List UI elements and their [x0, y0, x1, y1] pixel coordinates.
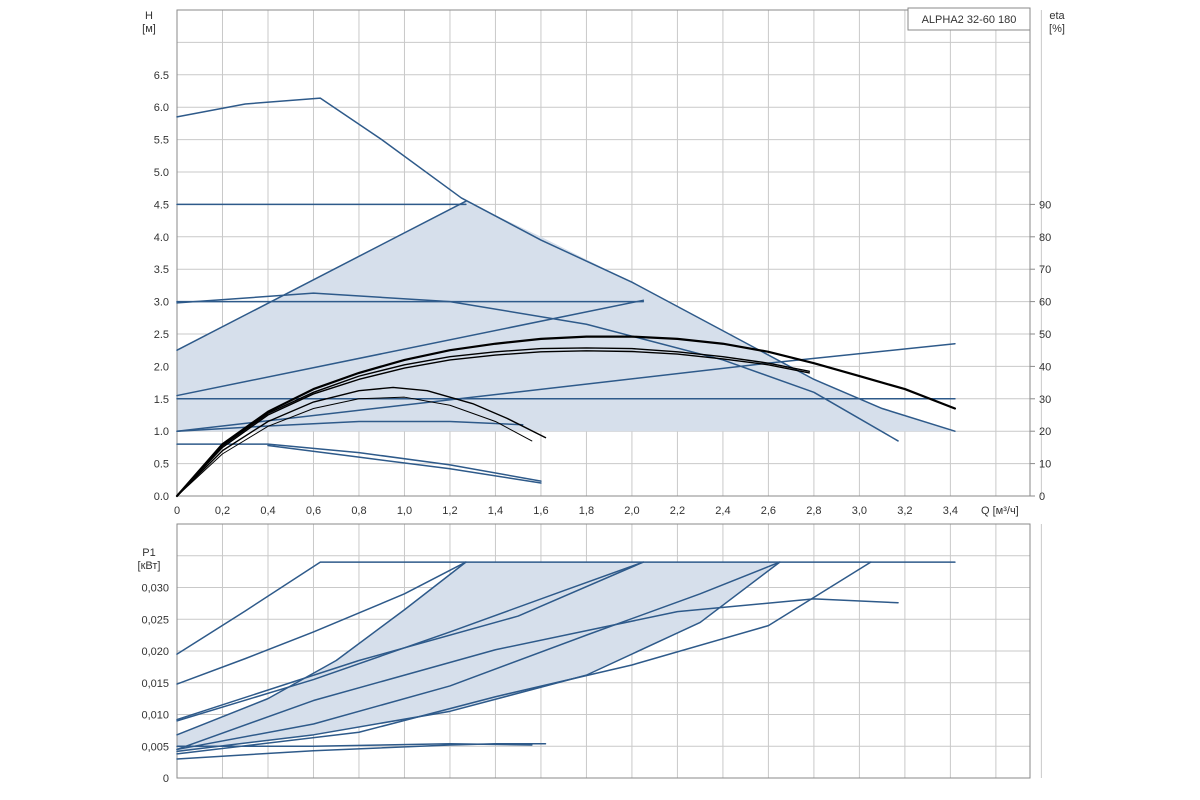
y2-tick-label: 60 — [1039, 297, 1051, 309]
efficiency-axis-unit: [%] — [1049, 23, 1065, 35]
model-label: ALPHA2 32-60 180 — [922, 14, 1017, 26]
y-tick-label: 0,020 — [141, 646, 169, 658]
y-tick-label: 5.5 — [154, 135, 169, 147]
model-label-box — [907, 7, 1031, 31]
x-tick-label: 0,4 — [260, 505, 275, 517]
power-curve — [176, 598, 899, 751]
power-curve — [176, 561, 645, 721]
y-tick-label: 6.5 — [154, 70, 169, 82]
head-curve — [267, 444, 542, 484]
flow-axis-label: Q [м³/ч] — [981, 505, 1019, 517]
y2-tick-label: 90 — [1039, 199, 1051, 211]
efficiency-curve — [176, 386, 547, 497]
y-tick-label: 3.0 — [154, 297, 169, 309]
head-axis-unit: [м] — [142, 23, 156, 35]
x-tick-label: 2,4 — [715, 505, 730, 517]
efficiency-curve — [175, 335, 957, 498]
operating-region — [177, 562, 780, 752]
x-tick-label: 2,0 — [624, 505, 639, 517]
x-tick-label: 2,8 — [806, 505, 821, 517]
power-curve — [176, 561, 467, 685]
power-curve — [176, 561, 781, 753]
power-curve — [176, 561, 956, 655]
x-tick-label: 0 — [174, 505, 180, 517]
efficiency-curve — [176, 347, 811, 497]
y-tick-label: 0,015 — [141, 678, 169, 690]
y-tick-label: 1.0 — [154, 426, 169, 438]
y-tick-label: 4.5 — [154, 199, 169, 211]
efficiency-curve — [176, 350, 811, 497]
power-curve — [176, 742, 533, 747]
y-tick-label: 0 — [163, 773, 169, 785]
y2-tick-label: 0 — [1039, 491, 1045, 503]
y-tick-label: 0,030 — [141, 583, 169, 595]
plot-frame — [176, 523, 1031, 779]
x-tick-label: 1,8 — [579, 505, 594, 517]
power-curve — [176, 561, 872, 755]
head-curve — [176, 200, 467, 351]
x-tick-label: 0,6 — [306, 505, 321, 517]
power-axis-label: P1 — [142, 547, 155, 559]
efficiency-axis-label: eta — [1049, 10, 1065, 22]
y2-tick-label: 30 — [1039, 394, 1051, 406]
y2-tick-label: 40 — [1039, 361, 1051, 373]
x-tick-label: 3,4 — [943, 505, 958, 517]
x-tick-label: 1,2 — [442, 505, 457, 517]
x-tick-label: 2,2 — [670, 505, 685, 517]
x-tick-label: 2,6 — [761, 505, 776, 517]
x-tick-label: 3,2 — [897, 505, 912, 517]
power-curve-plot: 0 0,005 0,010 0,015 0,020 0,025 0,030 — [141, 523, 1042, 785]
efficiency-curve — [176, 396, 533, 497]
y-tick-label: 1.5 — [154, 394, 169, 406]
power-curve — [176, 561, 645, 722]
x-tick-label: 1,0 — [397, 505, 412, 517]
power-axis-unit: [кВт] — [138, 560, 161, 572]
x-tick-label: 1,4 — [488, 505, 503, 517]
x-tick-label: 0,2 — [215, 505, 230, 517]
y2-tick-label: 80 — [1039, 232, 1051, 244]
power-curve — [176, 561, 781, 751]
y2-tick-label: 20 — [1039, 426, 1051, 438]
y-tick-label: 0,010 — [141, 710, 169, 722]
head-curve — [176, 292, 899, 442]
x-tick-label: 0,8 — [351, 505, 366, 517]
y-tick-label: 0.5 — [154, 459, 169, 471]
y2-tick-label: 50 — [1039, 329, 1051, 341]
x-tick-label: 3,0 — [852, 505, 867, 517]
head-curve — [176, 420, 524, 432]
head-curve-plot: 0.0 0.5 1.0 1.5 2.0 2.5 3.0 3.5 4.0 4.5 5.0 5.5 6.0 6… — [154, 9, 1051, 517]
x-tick-label: 1,6 — [533, 505, 548, 517]
head-curve — [176, 299, 645, 397]
y2-tick-label: 70 — [1039, 264, 1051, 276]
y-tick-label: 2.0 — [154, 361, 169, 373]
power-curve — [176, 561, 467, 736]
y-tick-label: 0,025 — [141, 614, 169, 626]
head-axis-label: H — [145, 10, 153, 22]
y-tick-label: 4.0 — [154, 232, 169, 244]
y2-tick-label: 10 — [1039, 459, 1051, 471]
y-tick-label: 3.5 — [154, 264, 169, 276]
plot-frame — [176, 9, 1031, 497]
head-curve — [176, 97, 956, 432]
y-tick-label: 0.0 — [154, 491, 169, 503]
y-tick-label: 0,005 — [141, 741, 169, 753]
power-curve — [176, 742, 547, 760]
y-tick-label: 2.5 — [154, 329, 169, 341]
y-tick-label: 5.0 — [154, 167, 169, 179]
y-tick-label: 6.0 — [154, 102, 169, 114]
